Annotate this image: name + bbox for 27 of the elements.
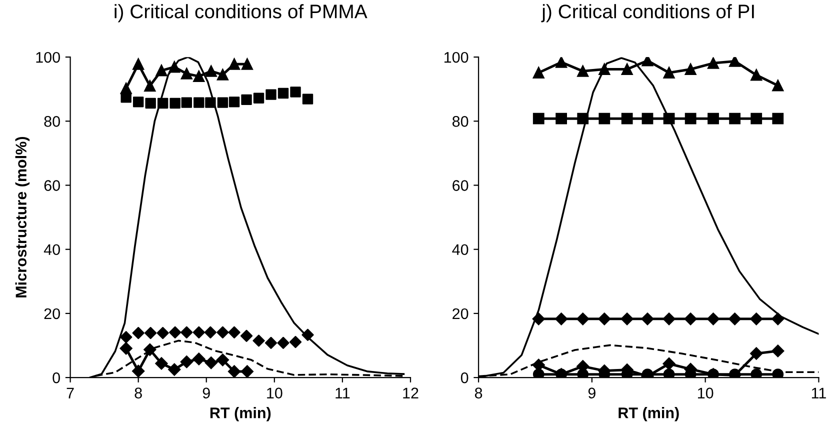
x-tick-label: 8: [134, 388, 142, 398]
y-tick-label: 0: [460, 372, 468, 384]
x-tick-label: 9: [588, 388, 596, 398]
y-tick-label: 20: [452, 308, 468, 320]
y-tick-label: 100: [36, 52, 60, 63]
x-tick-label: 11: [336, 388, 350, 398]
x-tick-label: 11: [812, 388, 826, 398]
y-tick-label: 80: [452, 116, 468, 127]
y-tick-label: 20: [44, 308, 60, 320]
y-tick-label: 40: [44, 244, 60, 256]
y-axis-title: Microstructure (mol%): [15, 136, 30, 298]
y-tick-label: 0: [52, 372, 60, 384]
x-tick-label: 9: [202, 388, 210, 398]
x-tick-label: 7: [66, 388, 74, 398]
y-tick-label: 80: [44, 116, 60, 127]
x-tick-label: 10: [698, 388, 714, 398]
x-tick-label: 8: [474, 388, 482, 398]
chart-title: j) Critical conditions of PI: [541, 4, 754, 22]
chart-title: i) Critical conditions of PMMA: [114, 4, 368, 22]
y-tick-label: 40: [452, 244, 468, 256]
x-axis-title: RT (min): [210, 407, 271, 422]
x-tick-label: 10: [267, 388, 282, 398]
y-tick-label: 60: [452, 180, 468, 191]
y-tick-label: 60: [44, 180, 60, 191]
x-tick-label: 12: [403, 388, 418, 398]
y-tick-label: 100: [444, 52, 468, 63]
x-axis-title: RT (min): [618, 407, 679, 422]
